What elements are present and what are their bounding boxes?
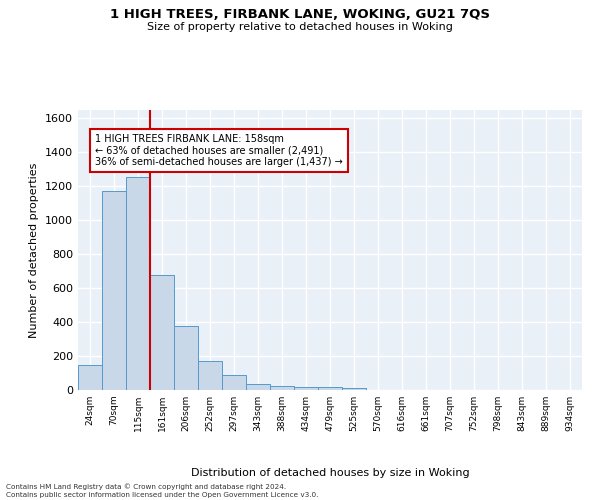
Bar [246,384,270,390]
Text: Contains HM Land Registry data © Crown copyright and database right 2024.
Contai: Contains HM Land Registry data © Crown c… [6,484,319,498]
Bar [78,365,102,390]
Bar [270,386,294,390]
Bar [222,375,246,390]
Bar [150,274,174,390]
Text: Size of property relative to detached houses in Woking: Size of property relative to detached ho… [147,22,453,32]
Bar [174,326,198,390]
Text: Distribution of detached houses by size in Woking: Distribution of detached houses by size … [191,468,469,477]
Bar [198,362,222,390]
Bar [318,388,342,390]
Bar [102,192,126,390]
Bar [342,388,366,390]
Bar [126,177,150,390]
Y-axis label: Number of detached properties: Number of detached properties [29,162,40,338]
Text: 1 HIGH TREES FIRBANK LANE: 158sqm
← 63% of detached houses are smaller (2,491)
3: 1 HIGH TREES FIRBANK LANE: 158sqm ← 63% … [95,134,343,167]
Text: 1 HIGH TREES, FIRBANK LANE, WOKING, GU21 7QS: 1 HIGH TREES, FIRBANK LANE, WOKING, GU21… [110,8,490,20]
Bar [294,386,318,390]
